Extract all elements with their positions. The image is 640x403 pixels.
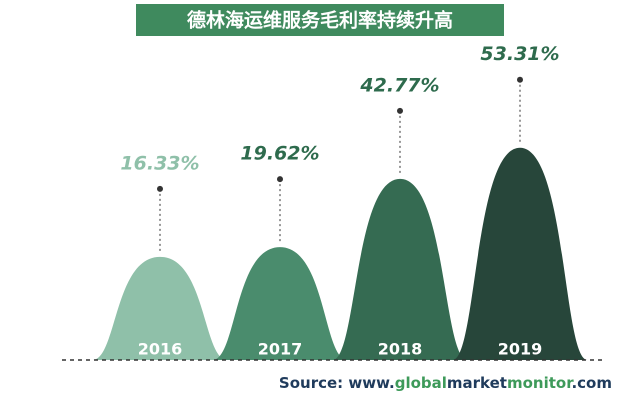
value-label: 42.77%: [359, 74, 439, 96]
bell-bar: [452, 147, 588, 360]
value-label: 53.31%: [480, 43, 559, 65]
value-label: 19.62%: [240, 143, 319, 165]
source-part: .com: [571, 374, 612, 392]
title-box: [136, 4, 504, 36]
source-part: monitor: [507, 374, 574, 392]
source-part: global: [395, 374, 447, 392]
category-label: 2016: [138, 340, 183, 359]
value-label: 16.33%: [120, 152, 199, 174]
source-part: Source: www.: [279, 374, 395, 392]
category-label: 2019: [498, 340, 543, 359]
source-part: market: [447, 374, 507, 392]
category-label: 2018: [378, 340, 423, 359]
leader-dot: [157, 185, 163, 192]
bell-bar: [212, 247, 348, 360]
leader-dot: [277, 176, 283, 183]
bell-bar: [332, 178, 468, 360]
leader-dot: [397, 107, 403, 114]
bell-bar: [92, 256, 228, 360]
leader-dot: [517, 76, 523, 83]
category-label: 2017: [258, 340, 303, 359]
chart-title: 德林海运维服务毛利率持续升高: [187, 9, 453, 32]
source: Source: www.globalmarketmonitor.com: [279, 374, 612, 392]
